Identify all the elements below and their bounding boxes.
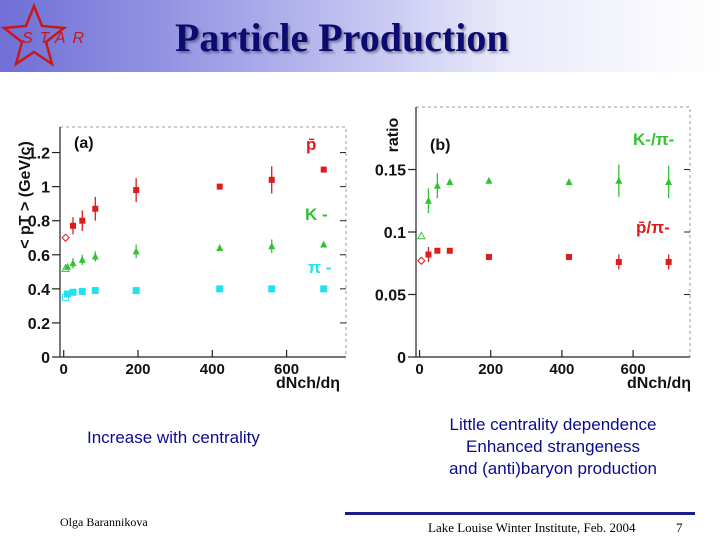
data-point	[63, 262, 71, 270]
data-point	[433, 181, 441, 189]
chart-0-group: 0 0.2 0.4 0.6 0.8 1 1.2 0 200 400 600 (a) < pT > (Ge…	[17, 126, 347, 392]
data-point	[216, 243, 224, 251]
slide-title: Particle Production	[175, 15, 509, 60]
x-axis-label: dNch/dη	[627, 375, 691, 392]
caption-right-line-3: and (anti)baryon production	[449, 459, 657, 478]
author-name: Olga Barannikova	[60, 515, 148, 529]
data-point	[434, 247, 441, 254]
data-point	[446, 178, 454, 185]
y-tick-label: 1	[41, 180, 50, 197]
data-point	[61, 233, 70, 242]
data-point	[69, 259, 77, 267]
data-point	[665, 259, 672, 265]
y-tick-label: 0.15	[375, 163, 406, 180]
x-tick-label: 0	[60, 361, 68, 378]
series-p	[70, 166, 327, 235]
series-k	[63, 239, 328, 270]
caption-right-line-1: Little centrality dependence	[449, 415, 657, 434]
data-point	[268, 176, 275, 183]
data-point	[566, 254, 573, 260]
data-point	[92, 205, 99, 212]
data-point	[485, 176, 493, 184]
data-point	[268, 285, 276, 293]
y-tick-label: 0	[397, 350, 406, 367]
panel-label: (b)	[430, 137, 450, 154]
data-point	[216, 183, 223, 190]
y-tick-label: 0.8	[28, 214, 50, 231]
data-point	[417, 231, 426, 240]
data-point	[70, 222, 76, 229]
data-point	[320, 166, 327, 173]
caption-left: Increase with centrality	[87, 428, 260, 447]
data-point	[424, 196, 432, 204]
data-point	[69, 288, 77, 296]
series-open-3	[417, 256, 426, 265]
y-axis-label: ratio	[385, 117, 402, 152]
data-point	[133, 187, 140, 194]
series-legend-label: π -	[308, 258, 331, 277]
data-point	[565, 178, 573, 185]
data-point	[446, 247, 453, 254]
data-point	[61, 263, 70, 272]
data-point	[79, 217, 86, 224]
caption-right-line-2: Enhanced strangeness	[466, 437, 640, 456]
data-point	[320, 240, 328, 248]
data-point	[417, 256, 426, 265]
data-point	[425, 251, 432, 258]
data-point	[665, 178, 673, 185]
x-tick-label: 400	[200, 361, 225, 378]
x-tick-label: 600	[274, 361, 299, 378]
y-tick-label: 0	[41, 350, 50, 367]
series-legend-label: p̄	[306, 135, 316, 154]
data-point	[62, 293, 70, 301]
x-tick-label: 600	[621, 361, 646, 378]
data-point	[132, 287, 140, 295]
star-logo: STAR	[0, 2, 84, 67]
data-point	[615, 176, 623, 184]
chart-1-group: 0 0.05 0.1 0.15 0 200 400 600 (b) ratio dNch/dη K-/…	[375, 106, 691, 392]
y-tick-label: 0.2	[28, 316, 50, 333]
data-point	[216, 285, 224, 293]
caption-right: Little centrality dependence Enhanced st…	[405, 414, 701, 480]
x-tick-label: 200	[125, 361, 150, 378]
data-point	[268, 242, 276, 250]
y-tick-label: 0.1	[384, 225, 406, 242]
data-point	[91, 252, 99, 260]
series-k	[424, 164, 673, 214]
data-point	[132, 247, 140, 255]
data-point	[320, 285, 328, 293]
data-point	[485, 254, 492, 260]
x-tick-label: 0	[415, 361, 423, 378]
x-tick-label: 400	[549, 361, 574, 378]
series-legend-label: p̄/π-	[636, 218, 670, 237]
footer-rule	[345, 512, 695, 515]
series-open-2	[417, 231, 426, 240]
data-point	[78, 255, 86, 263]
conference-name: Lake Louise Winter Institute, Feb. 2004	[428, 520, 636, 535]
x-axis-label: dNch/dη	[276, 375, 340, 392]
data-point	[91, 287, 99, 295]
y-tick-label: 1.2	[28, 146, 50, 163]
series-legend-label: K -	[305, 205, 328, 224]
star-logo-icon	[0, 2, 68, 67]
series-open-3	[61, 233, 70, 242]
x-tick-label: 200	[478, 361, 503, 378]
series-legend-label: K-/π-	[633, 130, 674, 149]
series-open-5	[62, 293, 70, 301]
series-p	[425, 247, 672, 270]
panel-label: (a)	[74, 135, 94, 152]
data-point	[78, 287, 86, 295]
y-tick-label: 0.4	[28, 282, 50, 299]
y-tick-label: 0.05	[375, 288, 406, 305]
series-open-4	[61, 263, 70, 272]
y-tick-label: 0.6	[28, 248, 50, 265]
data-point	[615, 259, 622, 265]
y-axis-label: < pT > (GeV/c)	[17, 141, 34, 249]
page-number: 7	[676, 520, 683, 535]
title-bar	[0, 0, 720, 72]
